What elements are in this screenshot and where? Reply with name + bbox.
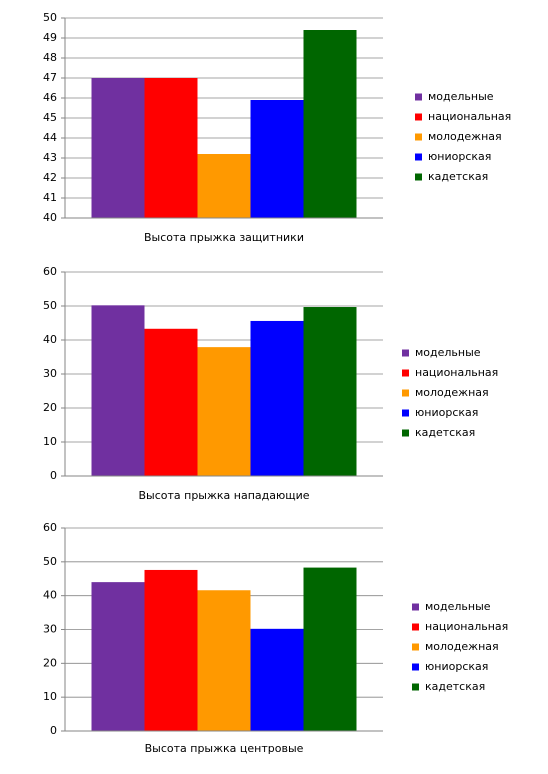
legend-label: юниорская [428, 150, 491, 163]
y-tick-label: 43 [43, 151, 57, 164]
legend-swatch [415, 133, 422, 141]
legend-swatch [402, 389, 409, 397]
bar [91, 305, 145, 476]
y-tick-label: 0 [50, 724, 57, 737]
legend-label: молодежная [428, 130, 502, 143]
legend-swatch [412, 623, 419, 631]
legend-swatch [402, 369, 409, 377]
bar [91, 582, 145, 731]
bar [197, 154, 251, 218]
legend-label: национальная [415, 366, 498, 379]
y-tick-label: 60 [43, 521, 57, 534]
bar [303, 307, 357, 476]
legend-label: юниорская [425, 660, 488, 673]
bar [144, 569, 198, 731]
legend-swatch [412, 663, 419, 671]
bar [250, 320, 304, 476]
y-tick-label: 60 [43, 265, 57, 278]
legend-swatch [415, 153, 422, 161]
y-tick-label: 10 [43, 690, 57, 703]
y-tick-label: 42 [43, 171, 57, 184]
y-tick-label: 45 [43, 111, 57, 124]
legend-swatch [415, 93, 422, 101]
legend-swatch [402, 429, 409, 437]
legend-label: модельные [428, 90, 494, 103]
legend-label: национальная [428, 110, 511, 123]
bar [303, 567, 357, 731]
y-tick-label: 30 [43, 367, 57, 380]
y-tick-label: 44 [43, 131, 57, 144]
bar [250, 628, 304, 731]
legend-label: юниорская [415, 406, 478, 419]
legend-label: кадетская [425, 680, 485, 693]
bar [303, 30, 357, 218]
x-tick-label: Высота прыжка центровые [145, 742, 304, 755]
x-tick-label: Высота прыжка нападающие [138, 489, 309, 502]
legend-label: молодежная [415, 386, 489, 399]
y-tick-label: 40 [43, 211, 57, 224]
legend-swatch [415, 173, 422, 181]
y-tick-label: 48 [43, 51, 57, 64]
legend-label: модельные [415, 346, 481, 359]
legend-swatch [412, 643, 419, 651]
legend-label: кадетская [428, 170, 488, 183]
y-tick-label: 47 [43, 71, 57, 84]
y-tick-label: 0 [50, 469, 57, 482]
bar [91, 78, 145, 218]
bar [197, 590, 251, 731]
legend-label: кадетская [415, 426, 475, 439]
legend-swatch [412, 683, 419, 691]
legend-swatch [415, 113, 422, 121]
y-tick-label: 30 [43, 623, 57, 636]
bar [197, 347, 251, 476]
y-tick-label: 41 [43, 191, 57, 204]
legend-swatch [412, 603, 419, 611]
y-tick-label: 40 [43, 589, 57, 602]
y-tick-label: 46 [43, 91, 57, 104]
y-tick-label: 20 [43, 401, 57, 414]
legend-label: модельные [425, 600, 491, 613]
bar [144, 328, 198, 476]
y-tick-label: 50 [43, 11, 57, 24]
y-tick-label: 40 [43, 333, 57, 346]
y-tick-label: 49 [43, 31, 57, 44]
bar [250, 100, 304, 218]
y-tick-label: 20 [43, 656, 57, 669]
legend-label: национальная [425, 620, 508, 633]
bar [144, 78, 198, 218]
legend-swatch [402, 409, 409, 417]
y-tick-label: 10 [43, 435, 57, 448]
y-tick-label: 50 [43, 555, 57, 568]
legend-label: молодежная [425, 640, 499, 653]
legend-swatch [402, 349, 409, 357]
x-tick-label: Высота прыжка защитники [144, 231, 304, 244]
y-tick-label: 50 [43, 299, 57, 312]
